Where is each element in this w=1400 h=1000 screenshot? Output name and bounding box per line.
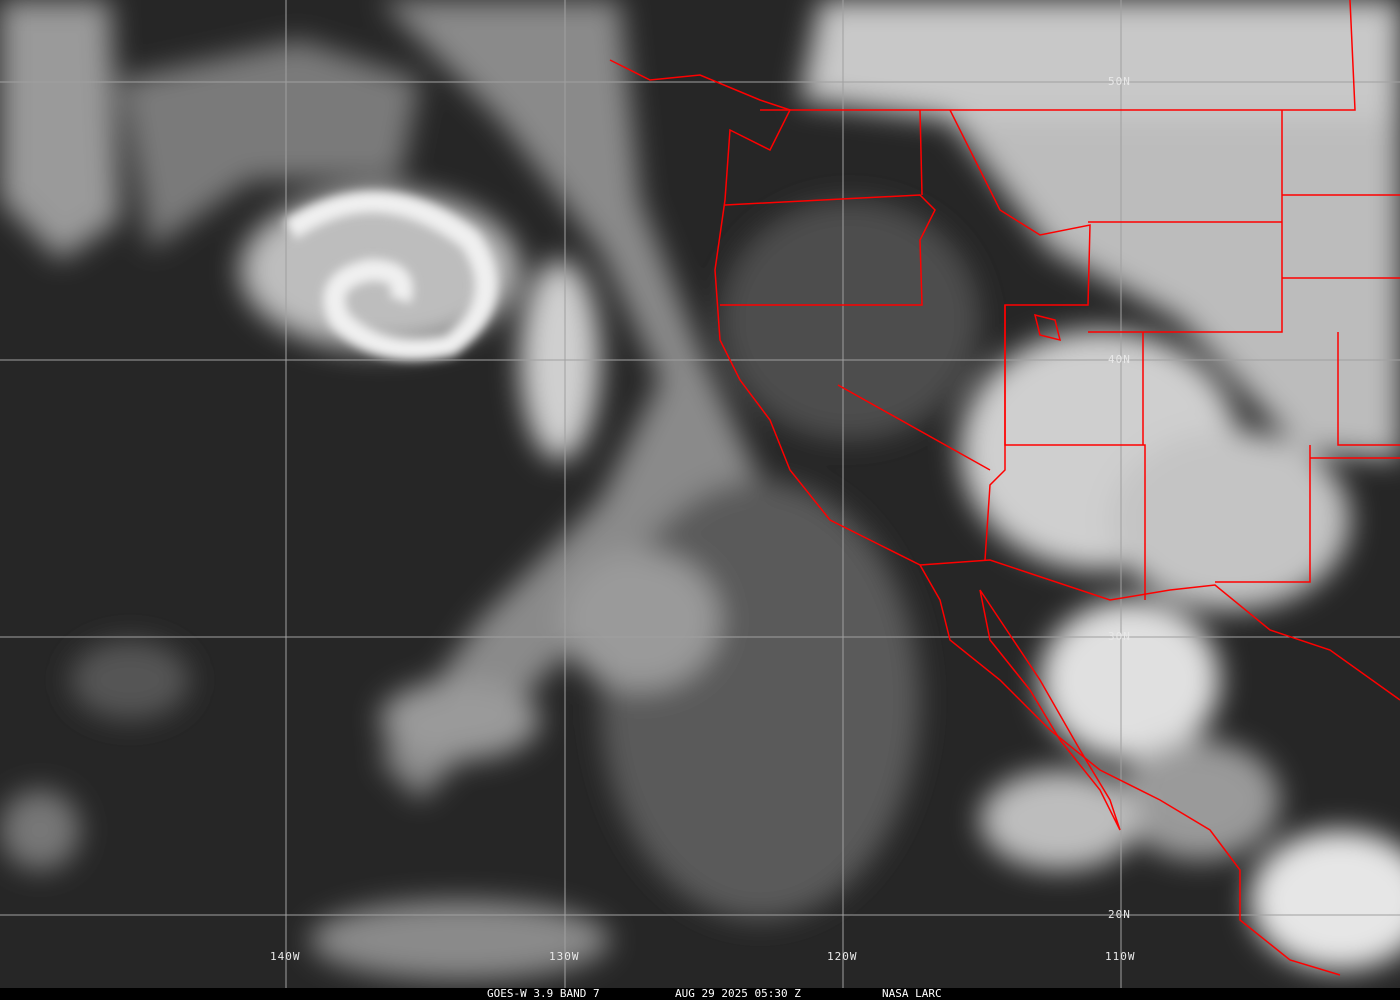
latitude-label-30n: 30N [1108, 630, 1131, 643]
longitude-label-130w: 130W [549, 950, 580, 963]
latitude-label-40n: 40N [1108, 353, 1131, 366]
political-borders [609, 0, 1400, 976]
longitude-label-120w: 120W [827, 950, 858, 963]
latitude-label-50n: 50N [1108, 75, 1131, 88]
latitude-label-20n: 20N [1108, 908, 1131, 921]
cyclone-spiral [283, 191, 497, 361]
longitude-label-140w: 140W [270, 950, 301, 963]
image-caption-bar: GOES-W 3.9 BAND 7 AUG 29 2025 05:30 Z NA… [0, 988, 1400, 1000]
satellite-band-label: GOES-W 3.9 BAND 7 [487, 987, 600, 1000]
longitude-label-110w: 110W [1105, 950, 1136, 963]
credit-label: NASA LARC [882, 987, 942, 1000]
datetime-label: AUG 29 2025 05:30 Z [675, 987, 801, 1000]
